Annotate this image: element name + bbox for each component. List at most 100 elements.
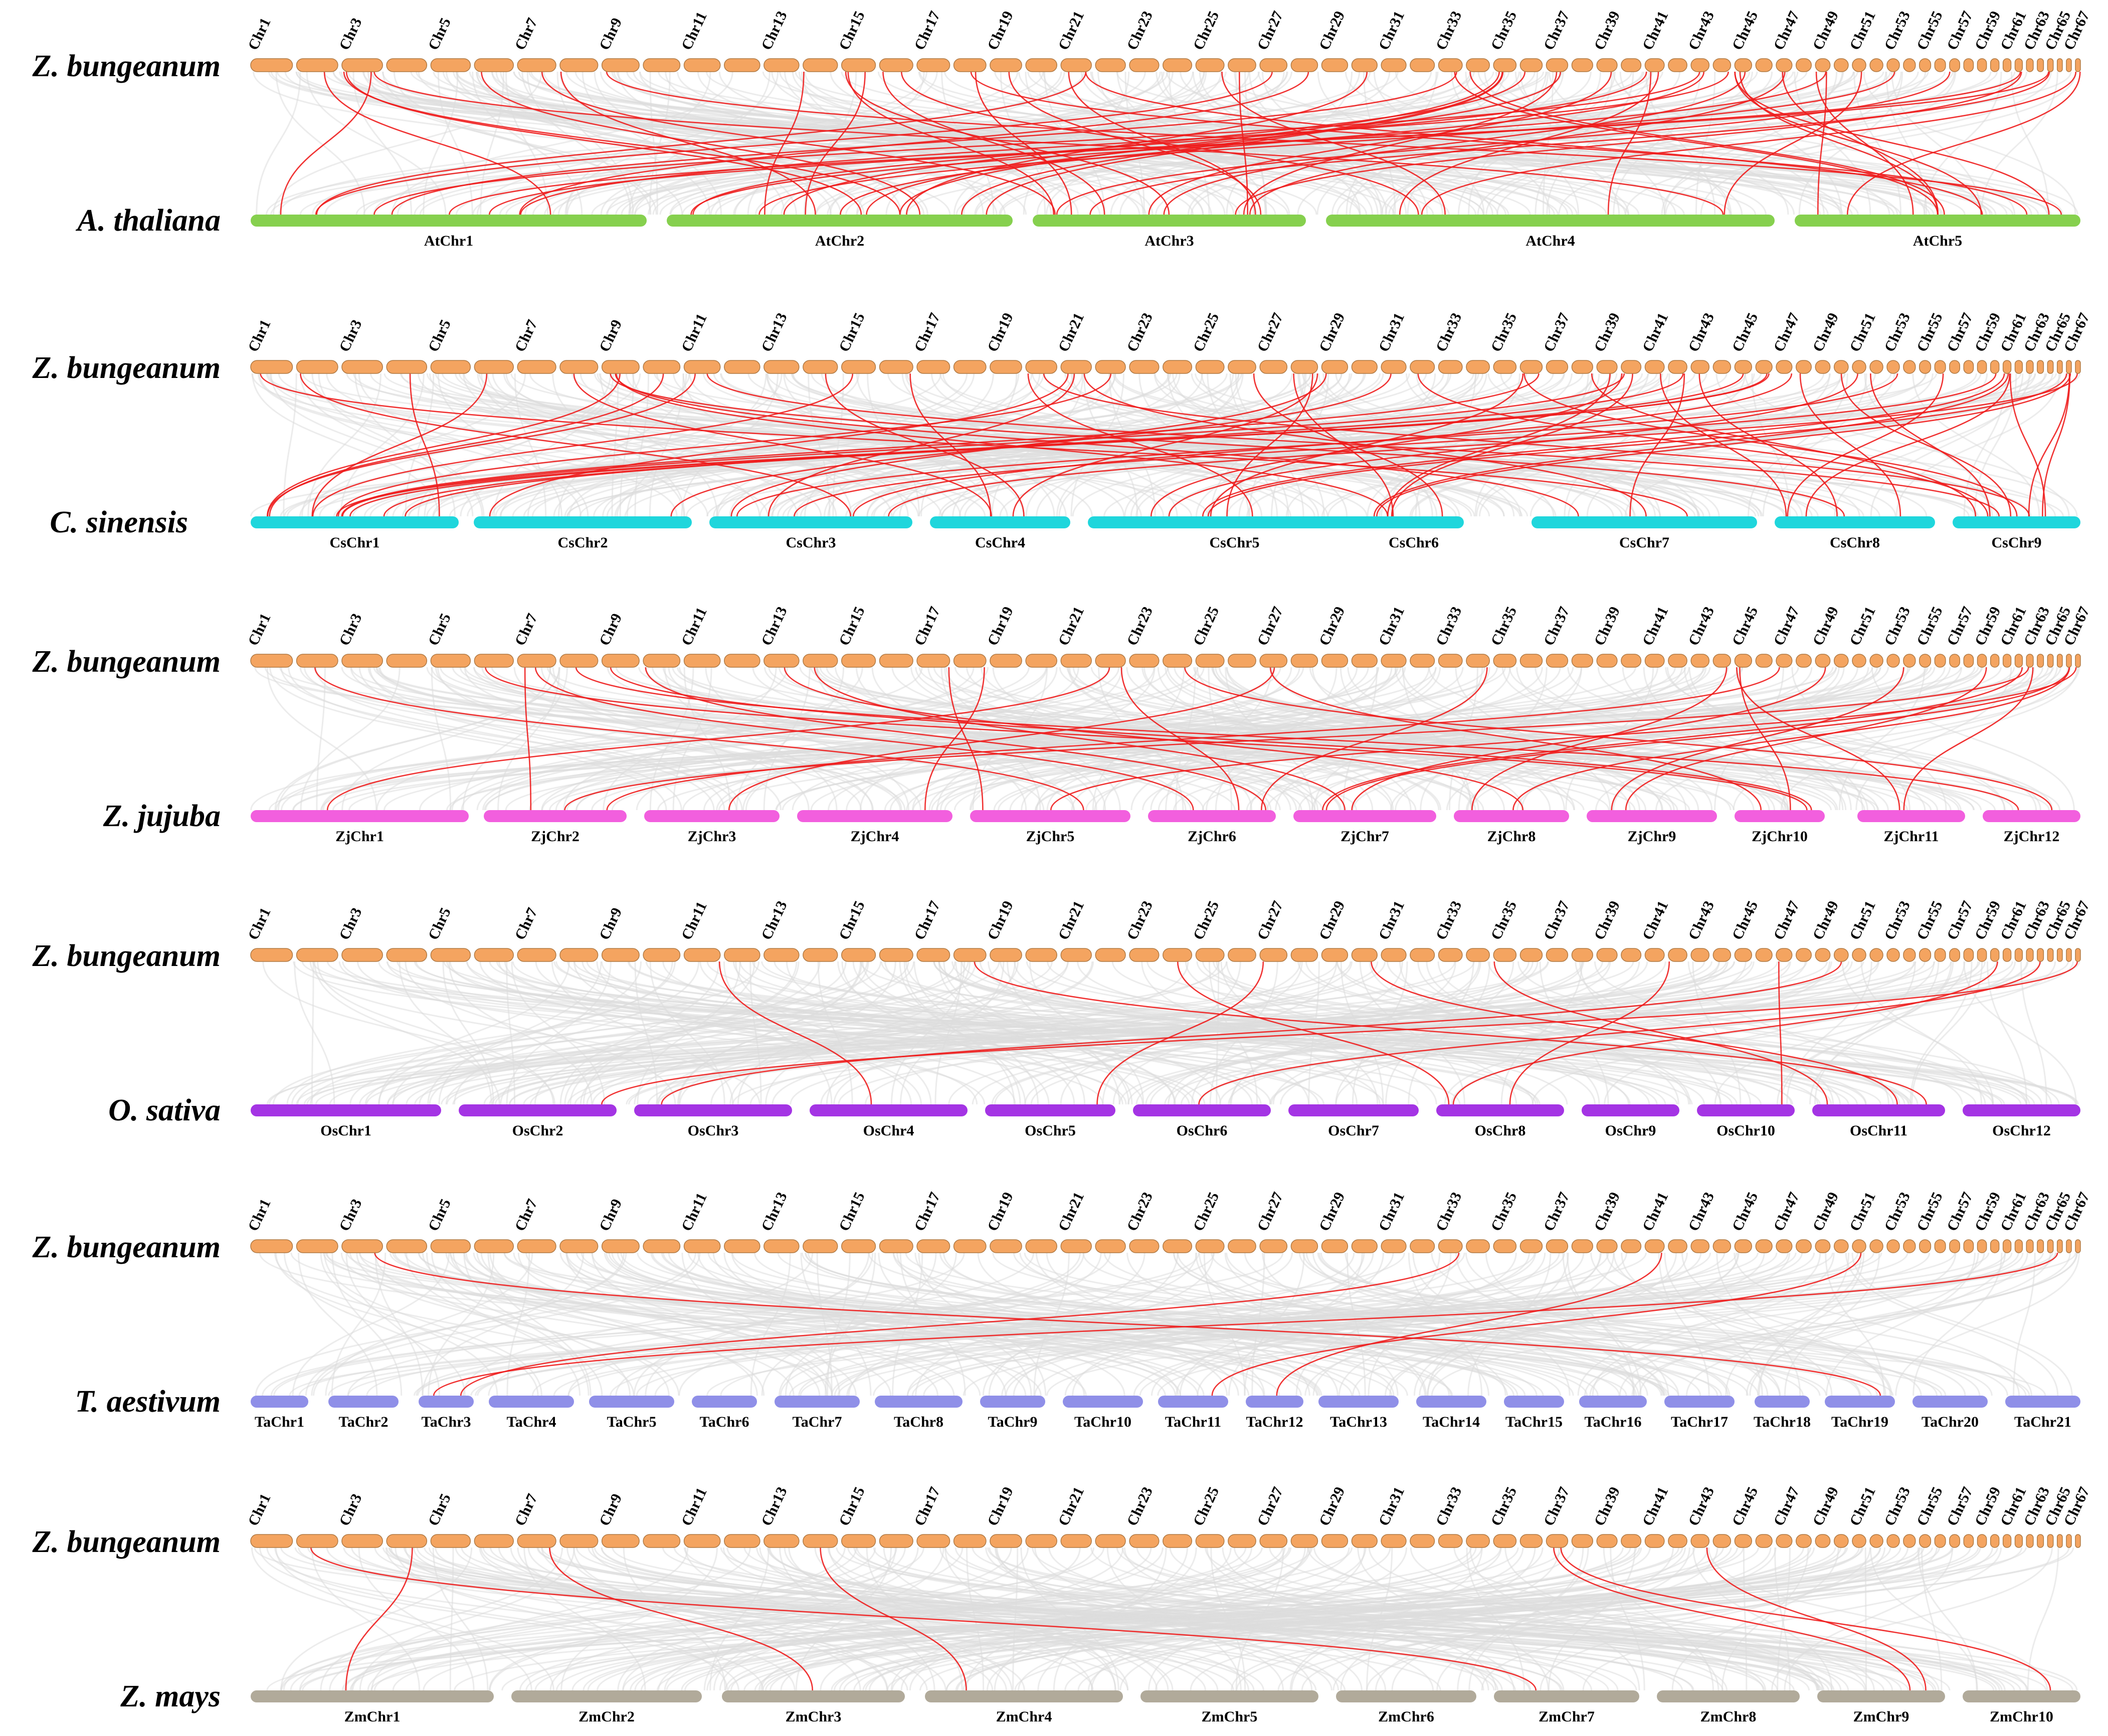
query-chromosome [601, 654, 640, 668]
query-chromosome [1903, 360, 1916, 374]
query-chromosome [1644, 1239, 1665, 1253]
query-chromosome [1990, 1239, 2000, 1253]
query-chromosome [250, 1239, 293, 1253]
syntenic-gene-pair-link [1276, 1252, 1662, 1396]
syntenic-gene-pair-link [374, 1252, 1881, 1396]
target-chromosome [1531, 516, 1757, 528]
query-chromosome [1195, 948, 1225, 962]
query-chromosome [1712, 1239, 1732, 1253]
query-chromosome-label: Chr31 [1376, 9, 1408, 53]
collinear-link [450, 1252, 821, 1396]
collinear-link [1116, 71, 2063, 215]
collinear-link [1436, 1547, 1690, 1691]
query-chromosome [1869, 948, 1883, 962]
query-chromosome-label: Chr25 [1190, 9, 1222, 53]
collinear-link [640, 1547, 1724, 1691]
collinear-link [311, 1547, 421, 1691]
query-chromosome [517, 948, 556, 962]
query-chromosome [1755, 948, 1773, 962]
query-chromosome [1129, 58, 1160, 72]
target-chromosome [634, 1104, 792, 1116]
target-chromosome [1293, 810, 1436, 822]
collinear-link [534, 961, 821, 1105]
target-chromosome [1657, 1690, 1800, 1702]
target-chromosome-label: OsChr9 [1605, 1122, 1656, 1139]
syntenic-gene-pair-link [975, 71, 1072, 215]
collinear-link [905, 961, 1222, 1105]
query-chromosome-label: Chr13 [758, 898, 790, 942]
query-chromosome [1886, 1239, 1900, 1253]
collinear-link [1504, 1547, 1719, 1691]
query-chromosome [1259, 58, 1288, 72]
collinear-link [350, 1547, 846, 1691]
collinear-link [645, 667, 1340, 811]
syntenic-gene-pair-link [1778, 961, 1783, 1105]
query-chromosome [879, 360, 913, 374]
query-chromosome [763, 948, 800, 962]
query-chromosome [1519, 360, 1543, 374]
query-chromosome [1734, 1534, 1753, 1548]
query-chromosome-label: Chr57 [1944, 1484, 1976, 1528]
collinear-link [752, 667, 1272, 811]
query-chromosome [341, 948, 383, 962]
collinear-link [1033, 1252, 1070, 1396]
query-chromosome-label: Chr37 [1541, 898, 1573, 942]
target-chromosomes: ZmChr1 ZmChr2 ZmChr3 ZmChr4 ZmChr5 ZmChr6 ZmCh… [251, 1690, 2080, 1725]
query-chromosome [250, 654, 293, 668]
collinear-link [311, 961, 314, 1105]
collinear-link [933, 961, 1819, 1105]
query-chromosome-label: Chr53 [1881, 310, 1913, 354]
target-chromosomes: ZjChr1 ZjChr2 ZjChr3 ZjChr4 ZjChr5 ZjChr6 ZjCh… [251, 810, 2080, 845]
query-chromosome [990, 1534, 1022, 1548]
collinear-link [1509, 667, 2053, 811]
collinear-link [707, 1252, 1620, 1396]
query-chromosome-label: Chr13 [758, 9, 790, 53]
query-chromosome-label: Chr49 [1810, 1190, 1842, 1234]
collinear-link [722, 1547, 1249, 1691]
query-chromosome [1466, 360, 1490, 374]
query-chromosome [2037, 58, 2044, 72]
target-chromosome [1735, 810, 1825, 822]
target-chromosome-label: TaChr10 [1074, 1414, 1131, 1430]
target-chromosome [1364, 516, 1464, 528]
target-chromosome-label: ZjChr4 [851, 828, 899, 845]
collinear-link [541, 1547, 2021, 1691]
target-chromosome-label: CsChr5 [1209, 534, 1259, 551]
collinear-link [1540, 1547, 1871, 1691]
query-chromosome [1712, 360, 1732, 374]
query-chromosome [1438, 1239, 1463, 1253]
query-chromosome [1381, 654, 1407, 668]
collinear-link [489, 1252, 758, 1396]
query-chromosome-label: Chr57 [1944, 898, 1976, 942]
collinear-link [1543, 71, 1554, 215]
collinear-link [709, 1547, 770, 1691]
query-chromosome-label: Chr39 [1591, 898, 1623, 942]
query-chromosome [1259, 360, 1288, 374]
collinear-link [1683, 667, 1852, 811]
query-chromosome [1852, 1534, 1866, 1548]
syntenic-gene-pair-link [882, 71, 1105, 215]
query-chromosome-label: Chr3 [336, 611, 365, 648]
query-chromosome [1795, 58, 1812, 72]
query-chromosome-label: Chr43 [1685, 1190, 1717, 1234]
target-chromosome [1033, 215, 1306, 227]
query-chromosome [879, 1239, 913, 1253]
collinear-link [1218, 667, 1889, 811]
collinear-link [1589, 1252, 2077, 1396]
syntenic-gene-pair-link [2028, 373, 2070, 517]
query-chromosome [1351, 948, 1378, 962]
query-chromosome [1410, 654, 1435, 668]
query-chromosome-label: Chr41 [1639, 604, 1671, 648]
syntenic-gene-pair-link [1322, 667, 2023, 811]
query-chromosome [1990, 360, 2000, 374]
query-chromosome-label: Chr29 [1316, 898, 1348, 942]
query-chromosome [841, 654, 876, 668]
query-chromosome [2014, 58, 2023, 72]
target-species-name: T. aestivum [75, 1385, 221, 1419]
target-chromosome [1817, 1690, 1945, 1702]
query-chromosome [1493, 654, 1517, 668]
query-chromosome [296, 1534, 338, 1548]
query-species-name: Z. bungeanum [32, 645, 221, 679]
collinear-link [1725, 1252, 1862, 1396]
syntenic-gene-pair-link [1739, 667, 1791, 811]
